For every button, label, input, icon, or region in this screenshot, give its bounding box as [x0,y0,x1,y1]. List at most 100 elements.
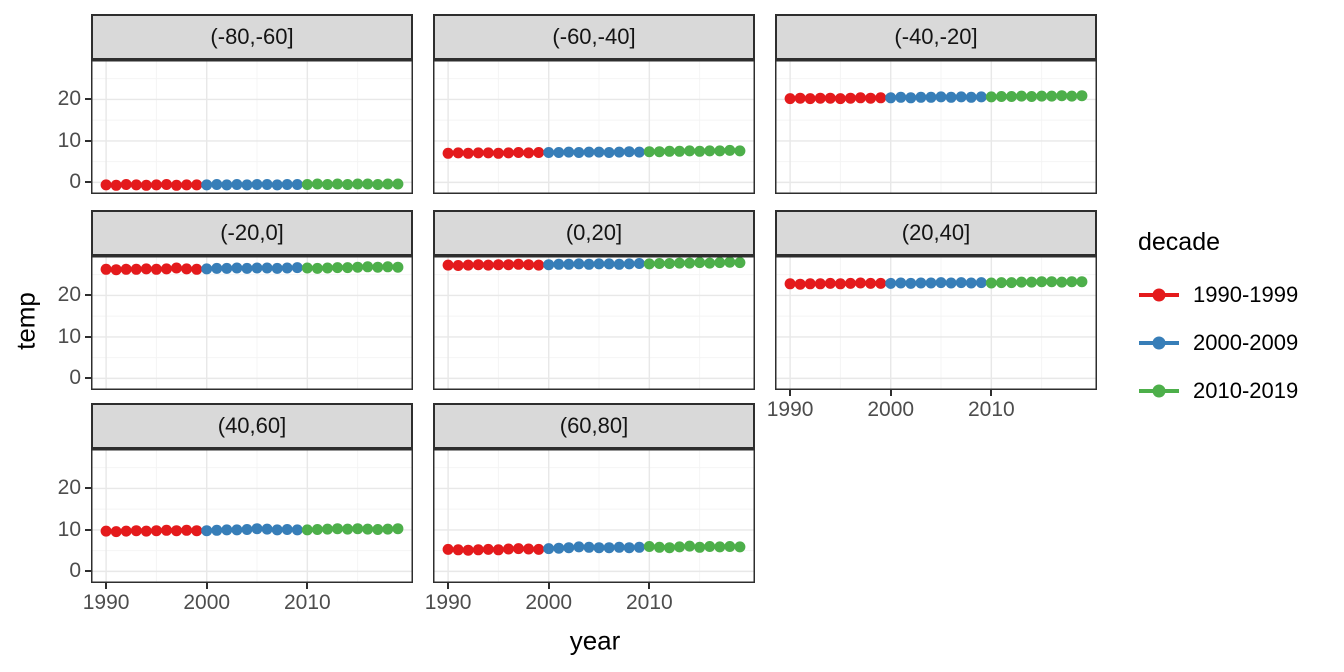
x-tick-mark [648,583,651,589]
data-point [714,541,726,553]
data-point [543,147,555,158]
facet-strip-label: (40,60] [217,413,287,438]
data-point [492,259,504,271]
data-point [130,525,142,537]
data-point [503,259,514,271]
data-point [533,259,545,271]
data-point [271,524,283,536]
data-point [241,179,253,191]
panel-background [91,60,413,194]
data-point [130,179,142,191]
data-point [231,524,243,536]
data-point [1046,90,1058,102]
panel-background [433,60,755,194]
facet-strip: (0,20] [433,210,755,256]
facet-panel [433,60,755,194]
data-point [140,263,152,275]
data-point [523,147,535,159]
data-point [150,525,162,537]
data-point [241,262,253,274]
data-point [221,179,233,191]
data-point [794,92,806,104]
data-point [1016,276,1027,288]
data-point [573,258,585,270]
data-point [603,147,615,158]
data-point [794,278,806,290]
data-point [694,541,706,553]
facet-strip: (-60,-40] [433,14,755,60]
data-point [1046,276,1058,288]
data-point [694,257,706,269]
data-point [130,263,142,275]
data-point [332,523,343,535]
data-point [452,260,464,271]
data-point [362,178,374,190]
facet-strip-label: (-20,0] [220,220,284,245]
data-point [653,258,665,269]
facet-strip-label: (-60,-40] [552,24,636,49]
data-point [311,524,323,535]
data-point [1066,90,1078,102]
data-point [311,262,323,274]
data-point [664,542,675,554]
data-point [945,277,957,289]
data-point [995,91,1007,102]
data-point [915,91,927,103]
data-point [1006,277,1017,289]
data-point [472,147,484,159]
data-point [1066,276,1078,288]
legend-key-icon [1139,336,1179,350]
facet-panel [775,256,1097,390]
data-point [643,258,655,270]
data-point [462,147,474,159]
data-point [583,258,595,270]
data-point [804,93,816,105]
x-tick-label: 1990 [82,591,130,614]
legend-title: decade [1138,228,1221,256]
data-point [392,178,404,190]
facet-strip: (-20,0] [91,210,413,256]
data-point [965,277,977,289]
data-point [291,262,303,274]
legend-item: 1990-1999 [1138,282,1298,307]
data-point [472,259,484,271]
data-point [593,146,605,158]
data-point [301,262,313,274]
data-point [482,543,494,555]
data-point [553,542,565,554]
data-point [613,146,625,158]
data-point [271,262,283,274]
data-point [342,262,354,274]
panel-border [433,256,755,390]
data-point [895,91,907,103]
data-point [120,263,132,275]
data-point [1026,276,1038,288]
y-tick-mark [85,335,91,338]
data-point [352,261,364,273]
x-tick-label: 2010 [625,591,673,614]
panel-border [91,449,413,583]
y-tick-label: 10 [57,517,81,541]
data-point [100,525,112,537]
facet-strip: (60,80] [433,403,755,449]
x-tick-mark [205,583,208,589]
data-point [452,147,464,159]
legend: decade 1990-1999 2000-2009 2010-2019 [1138,228,1298,427]
legend-item: 2010-2019 [1138,378,1298,403]
data-point [684,257,696,269]
data-point [845,277,856,289]
data-point [1016,90,1027,102]
data-point [291,524,303,536]
data-point [1036,90,1048,102]
data-point [674,257,685,269]
data-point [452,544,464,556]
data-point [784,278,796,290]
data-point [925,277,937,289]
data-point [251,262,263,274]
data-point [905,277,917,289]
data-point [342,523,354,535]
data-point [231,179,243,190]
data-point [492,147,504,159]
data-point [191,179,203,191]
facet-strip: (20,40] [775,210,1097,256]
